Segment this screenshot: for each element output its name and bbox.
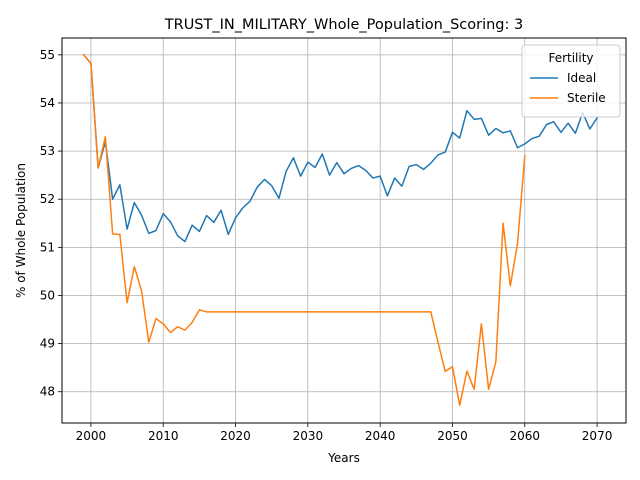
legend-box xyxy=(521,44,621,118)
y-tick-label: 54 xyxy=(40,96,55,110)
x-tick-label: 2030 xyxy=(293,429,324,443)
x-tick-label: 2070 xyxy=(582,429,613,443)
series-group xyxy=(82,53,599,406)
y-tick-label: 48 xyxy=(40,385,55,399)
y-axis-ticks: 48 49 50 51 52 53 54 55 xyxy=(40,48,62,399)
legend: Fertility Ideal Sterile xyxy=(521,44,621,118)
y-tick-label: 49 xyxy=(40,337,55,351)
y-axis-label: % of Whole Population xyxy=(14,163,28,298)
x-tick-label: 2060 xyxy=(509,429,540,443)
x-tick-label: 2040 xyxy=(365,429,396,443)
legend-title: Fertility xyxy=(548,51,593,65)
x-tick-label: 2020 xyxy=(220,429,251,443)
x-tick-label: 2050 xyxy=(437,429,468,443)
x-axis-label: Years xyxy=(327,451,360,465)
y-tick-label: 52 xyxy=(40,192,55,206)
y-tick-label: 50 xyxy=(40,288,55,302)
y-tick-label: 55 xyxy=(40,48,55,62)
x-tick-label: 2000 xyxy=(76,429,107,443)
y-tick-label: 53 xyxy=(40,144,55,158)
series-line-sterile xyxy=(82,53,526,406)
plot-frame xyxy=(61,37,627,424)
legend-label-sterile: Sterile xyxy=(567,91,606,105)
x-tick-label: 2010 xyxy=(148,429,179,443)
y-tick-label: 51 xyxy=(40,240,55,254)
legend-label-ideal: Ideal xyxy=(567,71,596,85)
legend-items: Ideal Sterile xyxy=(530,71,606,105)
series-line-ideal xyxy=(82,53,599,243)
x-axis-ticks: 2000 2010 2020 2030 2040 2050 2060 2070 xyxy=(76,423,613,443)
chart-title: TRUST_IN_MILITARY_Whole_Population_Scori… xyxy=(164,17,523,33)
